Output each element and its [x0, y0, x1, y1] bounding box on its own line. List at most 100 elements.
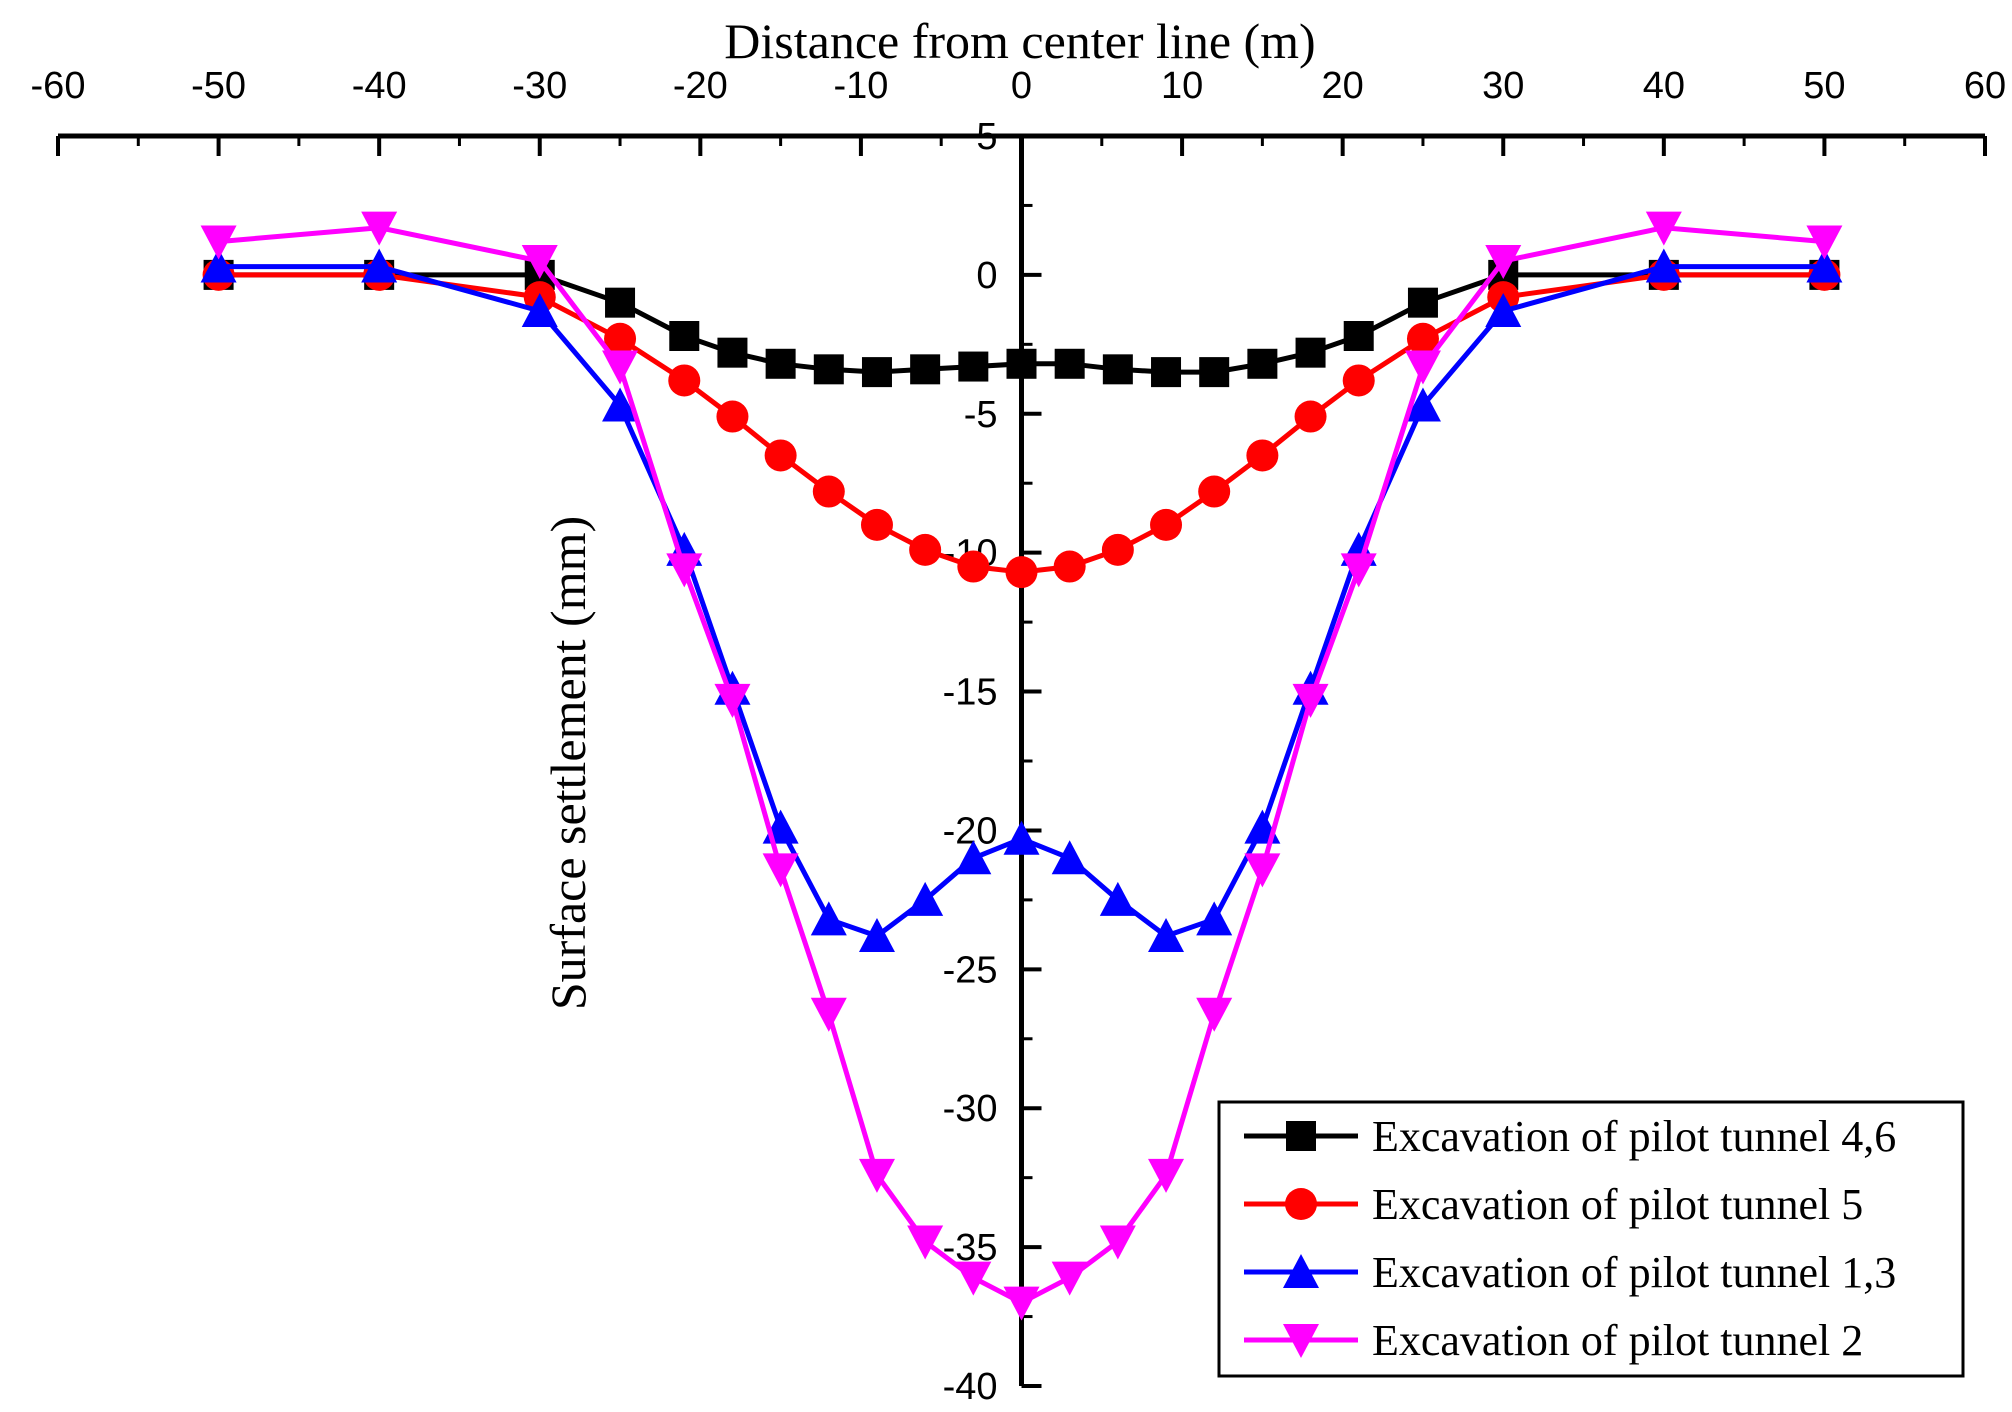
series-layer: [200, 211, 1843, 1321]
x-tick-label: -10: [833, 65, 888, 107]
data-point: [1051, 1261, 1088, 1296]
data-point: [1005, 556, 1038, 589]
y-tick-label: -40: [943, 1366, 998, 1408]
data-point: [521, 293, 558, 327]
data-point: [1006, 348, 1037, 379]
legend-marker: [1285, 1188, 1317, 1220]
legend-label: Excavation of pilot tunnel 4,6: [1372, 1112, 1896, 1161]
data-point: [860, 508, 893, 541]
y-tick-label: -5: [964, 394, 998, 436]
y-tick-label: 0: [976, 255, 997, 297]
x-tick-label: 0: [1011, 65, 1032, 107]
data-point: [1151, 357, 1182, 388]
y-tick-label: 5: [976, 116, 997, 158]
data-point: [361, 248, 398, 283]
y-axis-title: Surface settlement (mm): [540, 516, 596, 1010]
x-tick-label: -40: [352, 65, 407, 107]
x-axis-title: Distance from center line (m): [724, 13, 1315, 69]
series-2: [202, 258, 1841, 589]
x-tick-label: 40: [1643, 65, 1685, 107]
data-point: [669, 321, 700, 351]
data-point: [1806, 248, 1843, 283]
y-tick-label: -15: [943, 672, 998, 714]
data-point: [1053, 550, 1086, 583]
data-point: [1051, 840, 1088, 875]
data-point: [764, 439, 797, 472]
data-point: [602, 350, 639, 385]
data-point: [812, 475, 845, 508]
data-point: [955, 1261, 992, 1296]
y-tick-label: -30: [943, 1088, 998, 1130]
data-point: [714, 683, 751, 718]
data-point: [910, 354, 941, 385]
data-point: [717, 337, 748, 368]
data-point: [1485, 245, 1522, 279]
data-point: [1806, 225, 1843, 260]
data-point: [1099, 1225, 1136, 1260]
x-tick-label: 60: [1964, 65, 2006, 107]
data-point: [958, 351, 989, 382]
legend-item: Excavation of pilot tunnel 4,6: [1244, 1112, 1896, 1161]
data-point: [200, 225, 237, 260]
y-tick-label: -20: [943, 810, 998, 852]
data-point: [858, 918, 895, 952]
data-point: [907, 881, 944, 916]
x-tick-label: 20: [1322, 65, 1364, 107]
legend-item: Excavation of pilot tunnel 5: [1244, 1180, 1863, 1229]
x-tick-label: 30: [1482, 65, 1524, 107]
legend: Excavation of pilot tunnel 4,6 Excavation…: [1217, 1100, 1965, 1378]
data-point: [1148, 918, 1185, 952]
data-point: [1340, 553, 1377, 588]
data-point: [1343, 321, 1374, 351]
data-point: [907, 1225, 944, 1260]
data-point: [716, 400, 749, 433]
data-point: [1054, 348, 1085, 379]
data-point: [1199, 357, 1230, 388]
data-point: [1247, 348, 1278, 379]
axes: -60-50-40-30-20-10010203040506050-5-10-1…: [31, 65, 2007, 1408]
data-point: [1246, 439, 1279, 472]
data-point: [1294, 400, 1327, 433]
legend-marker: [1283, 1254, 1319, 1288]
legend-item: Excavation of pilot tunnel 2: [1244, 1316, 1863, 1365]
data-point: [1148, 1158, 1185, 1193]
legend-label: Excavation of pilot tunnel 5: [1372, 1180, 1863, 1229]
data-point: [955, 840, 992, 875]
x-tick-label: 50: [1803, 65, 1845, 107]
data-point: [1404, 387, 1441, 422]
data-point: [1295, 337, 1326, 368]
data-point: [1404, 350, 1441, 385]
data-point: [810, 997, 847, 1032]
data-point: [521, 245, 558, 279]
data-point: [605, 287, 636, 318]
data-point: [858, 1158, 895, 1193]
data-point: [1645, 211, 1682, 246]
data-point: [909, 533, 942, 566]
data-point: [666, 553, 703, 588]
data-point: [1406, 322, 1439, 355]
data-point: [1101, 533, 1134, 566]
data-point: [762, 853, 799, 888]
data-point: [957, 550, 990, 583]
data-point: [1292, 683, 1329, 718]
x-tick-label: -50: [191, 65, 246, 107]
data-point: [1485, 293, 1522, 327]
data-point: [1198, 475, 1231, 508]
data-point: [765, 348, 796, 379]
legend-box: [1217, 1100, 1965, 1378]
data-point: [1150, 508, 1183, 541]
series-4: [200, 211, 1843, 1321]
data-point: [813, 354, 844, 385]
data-point: [1645, 248, 1682, 283]
x-tick-label: -20: [673, 65, 728, 107]
data-point: [361, 211, 398, 246]
data-point: [1003, 820, 1040, 855]
data-point: [1407, 287, 1438, 318]
data-point: [810, 901, 847, 936]
x-tick-label: -60: [31, 65, 86, 107]
legend-item: Excavation of pilot tunnel 1,3: [1244, 1248, 1896, 1297]
x-tick-label: -30: [512, 65, 567, 107]
data-point: [1196, 901, 1233, 936]
data-point: [668, 364, 701, 397]
